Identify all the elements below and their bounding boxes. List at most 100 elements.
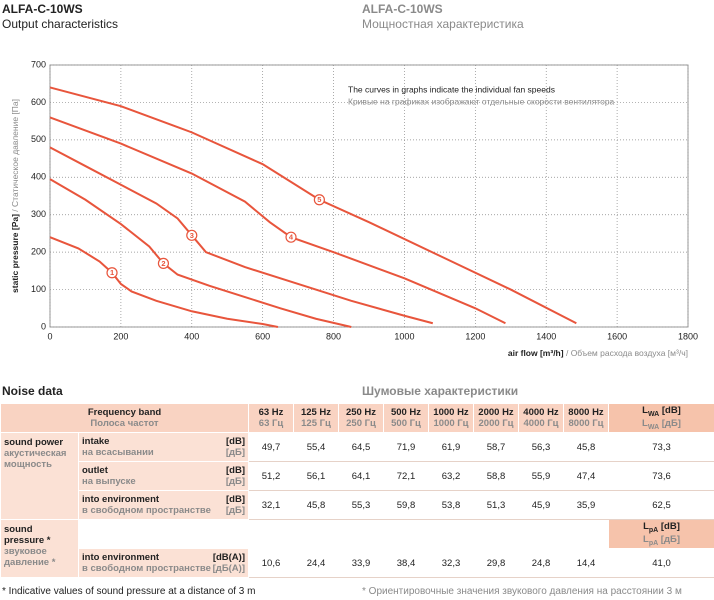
value-cell: 47,4 <box>563 461 609 491</box>
data-row: into environment [dB(A)] в свободном прост… <box>1 548 714 578</box>
x-tick-label: 1600 <box>607 331 627 341</box>
freq-en: 2000 Hz <box>478 407 514 418</box>
value-cell: 33,9 <box>338 548 384 578</box>
freq-ru: 250 Гц <box>346 418 376 429</box>
total-label-en: LpA [dB] <box>612 521 711 534</box>
value-cell: 51,2 <box>248 461 294 491</box>
line-en: into environment [dB] <box>82 494 245 505</box>
x-tick-label: 1200 <box>465 331 485 341</box>
curve-label: 2 <box>161 259 165 268</box>
value-cell: 35,9 <box>563 490 609 520</box>
row-label: outlet [dB] на выпуске [дБ] <box>78 461 249 491</box>
unit-en: [dB(A)] <box>212 552 245 563</box>
value-cell: 53,8 <box>428 490 474 520</box>
freq-en: 125 Hz <box>300 407 332 418</box>
unit: [дБ] <box>660 534 680 545</box>
x-axis-label: air flow [m³/h] / Объем расхода воздуха … <box>508 348 688 358</box>
curve-label: 3 <box>190 231 194 240</box>
y-tick-label: 200 <box>31 247 46 257</box>
text-ru: в свободном пространстве <box>82 563 211 574</box>
unit-en: [dB] <box>226 465 245 476</box>
data-row: sound power акустическая мощность intake [d… <box>0 432 714 520</box>
freq-ru: 1000 Гц <box>433 418 469 429</box>
value-cell: 32,3 <box>428 548 474 578</box>
y-tick-label: 100 <box>31 284 46 294</box>
curve-label-circle <box>285 231 297 243</box>
y-tick-label: 300 <box>31 209 46 219</box>
total-label-en: LWA [dB] <box>612 405 711 418</box>
line-en: into environment [dB(A)] <box>82 552 245 563</box>
text-ru: на выпуске <box>82 476 136 487</box>
noise-table: Frequency band Полоса частот 63 Hz 63 Гц 125… <box>0 403 714 578</box>
subscript: pA <box>648 539 659 547</box>
text-en: into environment <box>82 552 160 563</box>
freq-cell: 2000 Hz 2000 Гц <box>473 403 519 433</box>
footnote-ru: * Ориентировочные значения звукового дав… <box>362 586 682 597</box>
x-tick-label: 800 <box>326 331 341 341</box>
unit-ru: [дБ] <box>225 505 245 516</box>
data-row: into environment [dB] в свободном простран… <box>1 490 714 520</box>
text-ru: в свободном пространстве <box>82 505 211 516</box>
value-cell: 38,4 <box>383 548 429 578</box>
row-label: into environment [dB] в свободном простран… <box>78 490 249 520</box>
x-tick-label: 600 <box>255 331 270 341</box>
noise-title-ru: Шумовые характеристики <box>362 384 518 398</box>
value-cell: 45,8 <box>293 490 339 520</box>
value-cell: 55,4 <box>293 432 339 462</box>
symbol: L <box>643 534 649 545</box>
symbol: L <box>642 418 648 429</box>
subscript: WA <box>647 423 660 431</box>
curve-label-circle <box>186 229 198 241</box>
x-tick-label: 200 <box>113 331 128 341</box>
value-cell: 32,1 <box>248 490 294 520</box>
value-cell: 71,9 <box>383 432 429 462</box>
freq-en: 8000 Hz <box>568 407 604 418</box>
text-en: outlet <box>82 465 108 476</box>
band-ru: Полоса частот <box>90 418 159 429</box>
value-cell: 55,3 <box>338 490 384 520</box>
total-cell: 73,3 <box>608 432 714 462</box>
fan-curve <box>49 178 352 328</box>
x-tick-label: 400 <box>184 331 199 341</box>
value-cell: 56,1 <box>293 461 339 491</box>
row-label: intake [dB] на всасывании [дБ] <box>78 432 249 462</box>
unit-ru: [дБ] <box>225 447 245 458</box>
line-ru: в свободном пространстве [дБ(A)] <box>82 563 245 574</box>
value-cell: 58,8 <box>473 461 519 491</box>
group-ru: звуковое давление * <box>4 546 56 568</box>
freq-ru: 500 Гц <box>391 418 421 429</box>
freq-en: 4000 Hz <box>523 407 559 418</box>
curve-label-circle <box>106 267 118 279</box>
group-en: sound power <box>4 437 64 448</box>
freq-en: 500 Hz <box>390 407 422 418</box>
unit-en: [dB] <box>226 436 245 447</box>
line-en: outlet [dB] <box>82 465 245 476</box>
freq-cell: 1000 Hz 1000 Гц <box>428 403 474 433</box>
x-tick-label: 1000 <box>394 331 414 341</box>
freq-cell: 250 Hz 250 Гц <box>338 403 384 433</box>
curve-label-circle <box>313 194 325 206</box>
x-tick-label: 1800 <box>678 331 698 341</box>
unit: [дБ] <box>661 418 681 429</box>
value-cell: 24,4 <box>293 548 339 578</box>
value-cell: 58,7 <box>473 432 519 462</box>
total-label-ru: LpA [дБ] <box>612 534 711 547</box>
value-cell: 51,3 <box>473 490 519 520</box>
group-ru: акустическая мощность <box>4 448 67 470</box>
total-head: LpA [dB] LpA [дБ] <box>608 519 714 549</box>
line-ru: на выпуске [дБ] <box>82 476 245 487</box>
total-cell: 62,5 <box>608 490 714 520</box>
y-tick-label: 500 <box>31 134 46 144</box>
group-en: sound pressure * <box>4 524 51 546</box>
annotation-en: The curves in graphs indicate the indivi… <box>348 84 555 94</box>
x-tick-label: 1400 <box>536 331 556 341</box>
y-tick-label: 600 <box>31 97 46 107</box>
value-cell: 63,2 <box>428 461 474 491</box>
value-cell: 45,9 <box>518 490 564 520</box>
freq-ru: 2000 Гц <box>478 418 514 429</box>
value-cell: 59,8 <box>383 490 429 520</box>
value-cell: 14,4 <box>563 548 609 578</box>
x-label-ru: / Объем расхода воздуха [м³/ч] <box>566 348 688 358</box>
freq-ru: 4000 Гц <box>523 418 559 429</box>
freq-en: 63 Hz <box>258 407 284 418</box>
